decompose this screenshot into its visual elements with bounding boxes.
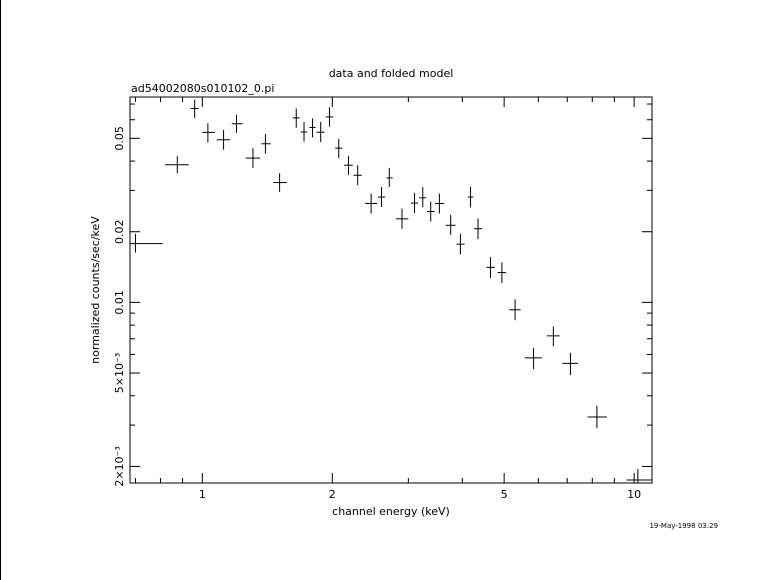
data-point <box>190 99 199 119</box>
y-tick-label: 2×10⁻³ <box>113 446 126 486</box>
y-axis-label: normalized counts/sec/keV <box>89 216 102 364</box>
data-point <box>426 201 435 222</box>
data-point <box>344 155 353 175</box>
data-point <box>377 187 386 207</box>
timestamp: 19-May-1998 03:29 <box>649 522 718 530</box>
data-point <box>245 148 260 168</box>
data-point <box>410 192 419 214</box>
data-point <box>325 107 334 127</box>
axis-ticks <box>130 97 653 483</box>
data-point <box>419 187 427 208</box>
data-point <box>587 405 607 429</box>
x-tick-label: 10 <box>627 488 641 501</box>
data-point <box>335 138 343 159</box>
data-point <box>231 114 243 133</box>
data-point <box>467 186 474 208</box>
data-point <box>562 352 579 376</box>
data-point <box>546 326 560 347</box>
chart-title: data and folded model <box>329 67 454 80</box>
data-point <box>524 347 543 370</box>
data-point <box>364 193 378 214</box>
data-point <box>309 118 316 138</box>
data-point <box>353 165 362 186</box>
tick-labels: 1 2 5 10 2×10⁻³ 5×10⁻³ 0.01 0.02 0.05 <box>113 126 641 501</box>
data-points <box>130 99 652 483</box>
x-axis-label: channel energy (keV) <box>332 505 450 518</box>
data-point <box>216 129 231 150</box>
data-point <box>497 262 507 283</box>
y-tick-label: 5×10⁻³ <box>113 353 126 393</box>
left-border-line <box>0 0 1 580</box>
x-tick-label: 1 <box>199 488 206 501</box>
data-point <box>456 233 465 255</box>
data-point <box>300 121 308 142</box>
data-point <box>130 233 163 253</box>
y-tick-label: 0.05 <box>113 126 126 151</box>
data-point <box>445 214 456 235</box>
y-tick-label: 0.02 <box>113 219 126 244</box>
data-point <box>474 218 483 240</box>
x-tick-label: 2 <box>329 488 336 501</box>
chart-subtitle: ad54002080s010102_0.pi <box>131 82 274 95</box>
data-point <box>435 193 445 214</box>
data-point <box>396 208 409 229</box>
data-point <box>316 121 325 143</box>
data-point <box>261 133 271 154</box>
data-point <box>273 173 287 192</box>
data-point <box>165 156 189 174</box>
data-point <box>292 108 300 128</box>
data-point <box>626 469 652 483</box>
plot-frame <box>129 96 653 484</box>
x-tick-label: 5 <box>501 488 508 501</box>
data-point <box>509 299 521 321</box>
data-point <box>202 123 216 143</box>
data-point <box>386 167 393 188</box>
data-point <box>486 257 495 279</box>
y-tick-label: 0.01 <box>113 290 126 315</box>
